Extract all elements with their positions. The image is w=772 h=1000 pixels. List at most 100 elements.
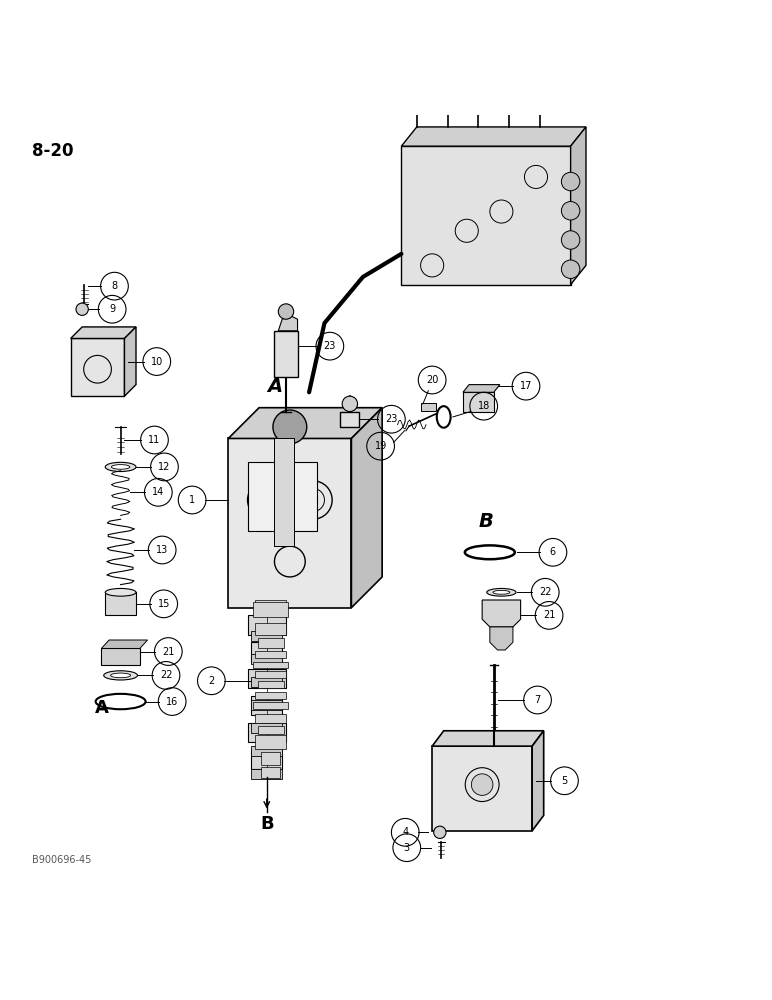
- Ellipse shape: [408, 85, 426, 92]
- Ellipse shape: [487, 588, 516, 596]
- FancyBboxPatch shape: [105, 592, 136, 615]
- FancyBboxPatch shape: [253, 602, 288, 617]
- Text: 13: 13: [156, 545, 168, 555]
- Circle shape: [273, 410, 306, 444]
- FancyBboxPatch shape: [421, 403, 436, 411]
- FancyBboxPatch shape: [252, 723, 282, 733]
- FancyBboxPatch shape: [258, 681, 283, 688]
- Polygon shape: [432, 746, 532, 831]
- Ellipse shape: [499, 85, 518, 92]
- Polygon shape: [351, 408, 382, 608]
- Text: 12: 12: [158, 462, 171, 472]
- FancyBboxPatch shape: [256, 651, 286, 658]
- Text: 23: 23: [385, 414, 398, 424]
- Text: 6: 6: [550, 547, 556, 557]
- Polygon shape: [490, 627, 513, 650]
- Circle shape: [561, 231, 580, 249]
- Circle shape: [76, 303, 88, 315]
- Polygon shape: [401, 146, 571, 285]
- Text: B: B: [260, 815, 273, 833]
- Circle shape: [561, 172, 580, 191]
- Polygon shape: [408, 88, 426, 104]
- Polygon shape: [469, 88, 488, 104]
- Polygon shape: [229, 408, 382, 438]
- Polygon shape: [438, 88, 457, 104]
- Text: 1: 1: [189, 495, 195, 505]
- Polygon shape: [401, 127, 586, 146]
- Polygon shape: [482, 600, 520, 627]
- FancyBboxPatch shape: [256, 600, 286, 608]
- Circle shape: [561, 202, 580, 220]
- FancyBboxPatch shape: [252, 696, 282, 715]
- Text: 22: 22: [160, 670, 172, 680]
- FancyBboxPatch shape: [258, 638, 283, 648]
- FancyBboxPatch shape: [262, 767, 279, 778]
- Text: 21: 21: [543, 610, 555, 620]
- FancyBboxPatch shape: [252, 642, 282, 662]
- FancyBboxPatch shape: [253, 702, 288, 709]
- Text: 15: 15: [157, 599, 170, 609]
- Text: 4: 4: [402, 827, 408, 837]
- Text: 3: 3: [404, 843, 410, 853]
- Text: 8: 8: [111, 281, 117, 291]
- FancyBboxPatch shape: [248, 615, 286, 635]
- Text: 18: 18: [478, 401, 489, 411]
- FancyBboxPatch shape: [262, 752, 279, 765]
- FancyBboxPatch shape: [253, 662, 288, 668]
- Text: A: A: [267, 377, 282, 396]
- Text: 8-20: 8-20: [32, 142, 73, 160]
- Circle shape: [342, 396, 357, 412]
- Ellipse shape: [530, 85, 549, 92]
- Polygon shape: [124, 327, 136, 396]
- Polygon shape: [229, 438, 351, 608]
- Text: A: A: [94, 699, 108, 717]
- Polygon shape: [279, 315, 297, 331]
- Text: 14: 14: [152, 487, 164, 497]
- FancyBboxPatch shape: [248, 723, 286, 742]
- Text: B900696-45: B900696-45: [32, 855, 92, 865]
- FancyBboxPatch shape: [252, 769, 282, 779]
- Text: 22: 22: [539, 587, 551, 597]
- FancyBboxPatch shape: [252, 654, 282, 664]
- FancyBboxPatch shape: [252, 700, 282, 710]
- Circle shape: [472, 774, 493, 795]
- Text: 11: 11: [148, 435, 161, 445]
- FancyBboxPatch shape: [248, 669, 286, 688]
- FancyBboxPatch shape: [256, 714, 286, 723]
- Polygon shape: [340, 412, 359, 427]
- Ellipse shape: [110, 673, 130, 678]
- FancyBboxPatch shape: [256, 692, 286, 699]
- FancyBboxPatch shape: [256, 671, 286, 678]
- Polygon shape: [530, 88, 549, 104]
- Text: 17: 17: [520, 381, 532, 391]
- FancyBboxPatch shape: [248, 462, 317, 531]
- Ellipse shape: [111, 465, 130, 469]
- Polygon shape: [463, 392, 493, 412]
- FancyBboxPatch shape: [275, 438, 293, 546]
- FancyBboxPatch shape: [252, 746, 282, 756]
- Text: 23: 23: [323, 341, 336, 351]
- Polygon shape: [571, 127, 586, 285]
- Text: 16: 16: [166, 697, 178, 707]
- Ellipse shape: [103, 671, 137, 680]
- FancyBboxPatch shape: [256, 735, 286, 749]
- Circle shape: [561, 260, 580, 278]
- FancyBboxPatch shape: [101, 648, 140, 665]
- Text: 5: 5: [561, 776, 567, 786]
- Polygon shape: [275, 331, 297, 377]
- Polygon shape: [463, 385, 499, 392]
- Text: B: B: [479, 512, 493, 531]
- Text: 7: 7: [534, 695, 540, 705]
- FancyBboxPatch shape: [252, 750, 282, 769]
- Text: 19: 19: [374, 441, 387, 451]
- Ellipse shape: [438, 85, 457, 92]
- FancyBboxPatch shape: [252, 631, 282, 641]
- FancyBboxPatch shape: [258, 726, 283, 734]
- Polygon shape: [70, 327, 136, 338]
- Ellipse shape: [493, 590, 510, 594]
- Circle shape: [434, 826, 446, 838]
- Text: 20: 20: [426, 375, 438, 385]
- FancyBboxPatch shape: [252, 677, 282, 687]
- Polygon shape: [532, 731, 543, 831]
- Text: 10: 10: [151, 357, 163, 367]
